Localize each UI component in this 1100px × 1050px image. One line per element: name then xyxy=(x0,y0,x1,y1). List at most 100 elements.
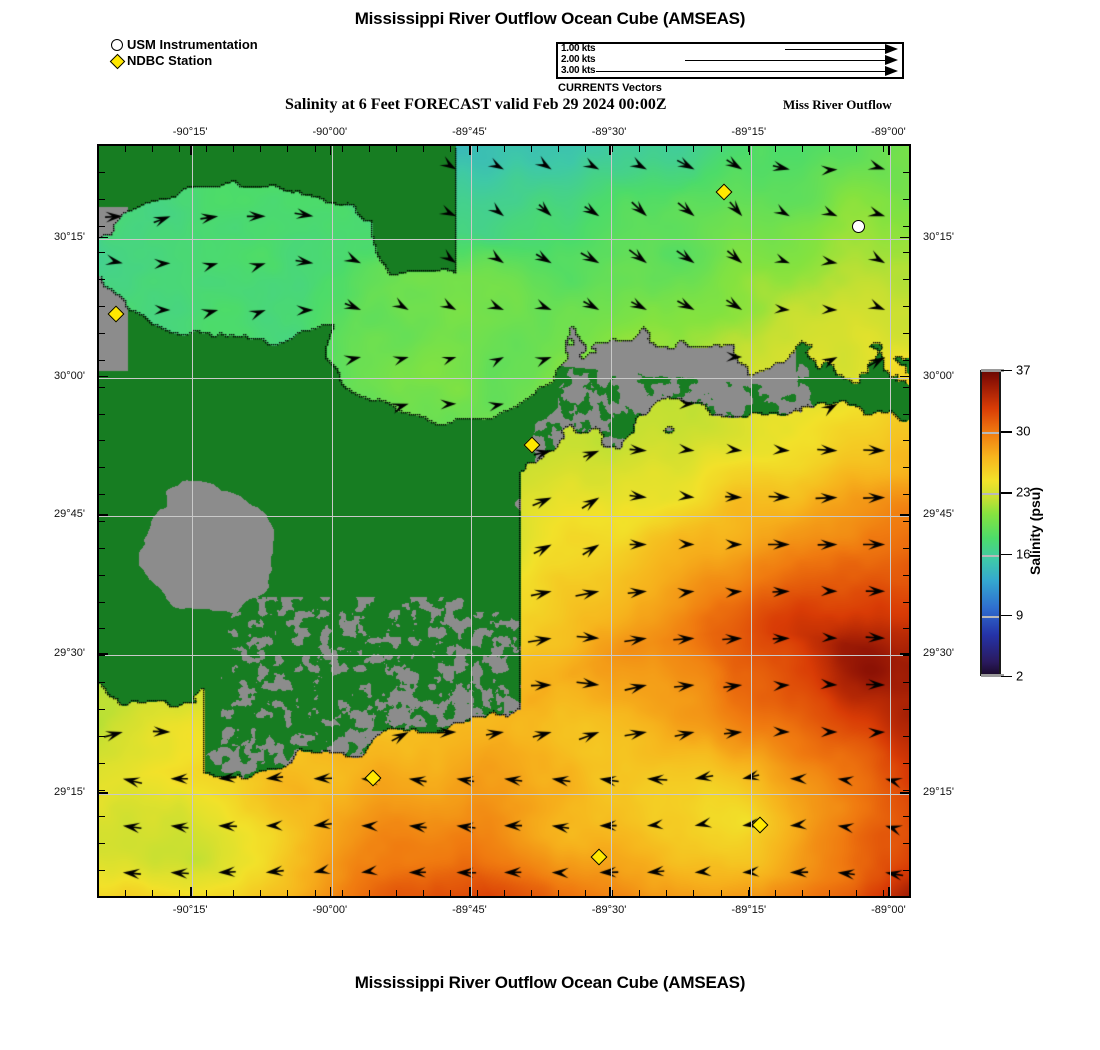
axis-tick-left xyxy=(99,171,105,173)
axis-tick-right xyxy=(903,279,909,281)
lat-label-left: 29°15' xyxy=(54,786,85,799)
axis-tick-top xyxy=(449,146,451,152)
axis-tick-left xyxy=(99,843,105,845)
axis-tick-right xyxy=(903,306,909,308)
outflow-annotation: Miss River Outflow xyxy=(783,97,892,112)
axis-tick-bottom xyxy=(449,890,451,896)
axis-tick-top xyxy=(828,146,830,152)
axis-tick-bottom xyxy=(639,890,641,896)
axis-major-tick-top xyxy=(748,146,751,155)
axis-tick-bottom xyxy=(585,890,587,896)
currents-vector-legend: 1.00 kts 2.00 kts 3.00 kts xyxy=(556,42,904,79)
axis-tick-right xyxy=(903,655,909,657)
axis-tick-left xyxy=(99,547,105,549)
axis-tick-bottom xyxy=(233,890,235,896)
axis-major-tick-left xyxy=(99,653,108,655)
axis-tick-right xyxy=(903,333,909,334)
vector-shaft-2kt xyxy=(685,60,885,61)
axis-tick-right xyxy=(903,601,909,603)
map-plot-area[interactable] xyxy=(97,144,911,898)
axis-major-tick-top xyxy=(190,146,192,155)
axis-tick-bottom xyxy=(720,890,722,896)
axis-tick-top xyxy=(260,146,262,152)
colorbar-level-divider xyxy=(982,493,999,496)
axis-tick-top xyxy=(720,146,722,152)
lon-label-top: -90°15' xyxy=(172,126,208,138)
axis-tick-right xyxy=(903,521,909,522)
axis-major-tick-right xyxy=(900,653,909,655)
colorbar-level-divider xyxy=(982,554,999,557)
colorbar-tick xyxy=(1001,431,1012,433)
axis-tick-bottom xyxy=(531,890,533,896)
colorbar-level-divider xyxy=(982,432,999,435)
axis-tick-left xyxy=(99,386,105,388)
marker-legend: USM Instrumentation NDBC Station xyxy=(109,37,258,69)
axis-tick-right xyxy=(903,709,909,710)
axis-tick-bottom xyxy=(882,890,884,896)
graticule-parallel xyxy=(99,516,909,518)
graticule-meridian xyxy=(611,146,613,896)
colorbar-tick xyxy=(1001,676,1012,678)
axis-tick-left xyxy=(99,494,105,496)
axis-tick-top xyxy=(98,146,99,152)
vector-legend-label-3kt: 3.00 kts xyxy=(561,65,596,76)
axis-tick-left xyxy=(99,897,105,898)
usm-instrumentation-marker[interactable] xyxy=(851,219,865,233)
axis-major-tick-right xyxy=(900,792,909,794)
axis-tick-top xyxy=(693,146,695,152)
axis-tick-left xyxy=(99,574,105,576)
diamond-marker-icon xyxy=(109,53,125,69)
axis-tick-left xyxy=(99,601,105,603)
lat-label-left: 29°45' xyxy=(54,508,85,521)
axis-tick-right xyxy=(903,762,909,764)
axis-tick-right xyxy=(903,440,909,442)
axis-tick-top xyxy=(476,146,478,152)
lon-label-top: -89°45' xyxy=(452,126,487,138)
axis-tick-left xyxy=(99,655,105,657)
lat-label-right: 30°15' xyxy=(923,230,954,243)
axis-tick-top xyxy=(395,146,397,152)
footer-title: Mississippi River Outflow Ocean Cube (AM… xyxy=(354,973,746,992)
axis-tick-top xyxy=(558,146,560,152)
colorbar-tick xyxy=(1001,614,1012,617)
axis-tick-bottom xyxy=(98,890,99,896)
vector-arrowhead-2kt xyxy=(885,55,898,65)
vector-arrowhead-1kt xyxy=(885,44,898,54)
axis-tick-left xyxy=(99,279,105,281)
lon-label-top: -89°30' xyxy=(591,126,627,138)
axis-major-tick-top xyxy=(329,146,332,155)
axis-tick-left xyxy=(99,628,105,630)
axis-tick-left xyxy=(99,198,105,200)
axis-tick-left xyxy=(99,359,105,361)
axis-tick-left xyxy=(99,735,105,737)
graticule-meridian xyxy=(750,146,752,896)
axis-tick-left xyxy=(99,521,105,522)
vector-legend-row: 2.00 kts xyxy=(561,54,902,66)
axis-tick-right xyxy=(903,789,909,791)
lon-label-top: -89°00' xyxy=(871,126,906,138)
lat-label-right: 29°30' xyxy=(923,647,954,660)
lat-label-right: 30°00' xyxy=(923,369,954,382)
axis-tick-right xyxy=(903,494,909,496)
axis-tick-left xyxy=(99,467,105,469)
graticule-meridian xyxy=(331,146,333,896)
graticule-meridian xyxy=(192,146,194,896)
axis-tick-top xyxy=(855,146,857,152)
colorbar-tick-label: 2 xyxy=(1016,668,1024,684)
axis-tick-top xyxy=(612,146,614,152)
axis-tick-top xyxy=(585,146,587,152)
axis-major-tick-right xyxy=(900,514,909,516)
axis-tick-top xyxy=(774,146,776,152)
axis-tick-right xyxy=(903,547,909,549)
axis-tick-top xyxy=(882,146,884,152)
axis-tick-right xyxy=(903,682,909,684)
axis-tick-bottom xyxy=(747,890,749,896)
axis-tick-right xyxy=(903,467,909,469)
axis-major-tick-right xyxy=(900,236,909,239)
axis-tick-right xyxy=(903,171,909,173)
axis-tick-bottom xyxy=(801,890,803,896)
vector-shaft-3kt xyxy=(596,71,885,72)
axis-tick-left xyxy=(99,252,105,254)
axis-tick-bottom xyxy=(260,890,262,896)
axis-major-tick-right xyxy=(900,375,909,377)
